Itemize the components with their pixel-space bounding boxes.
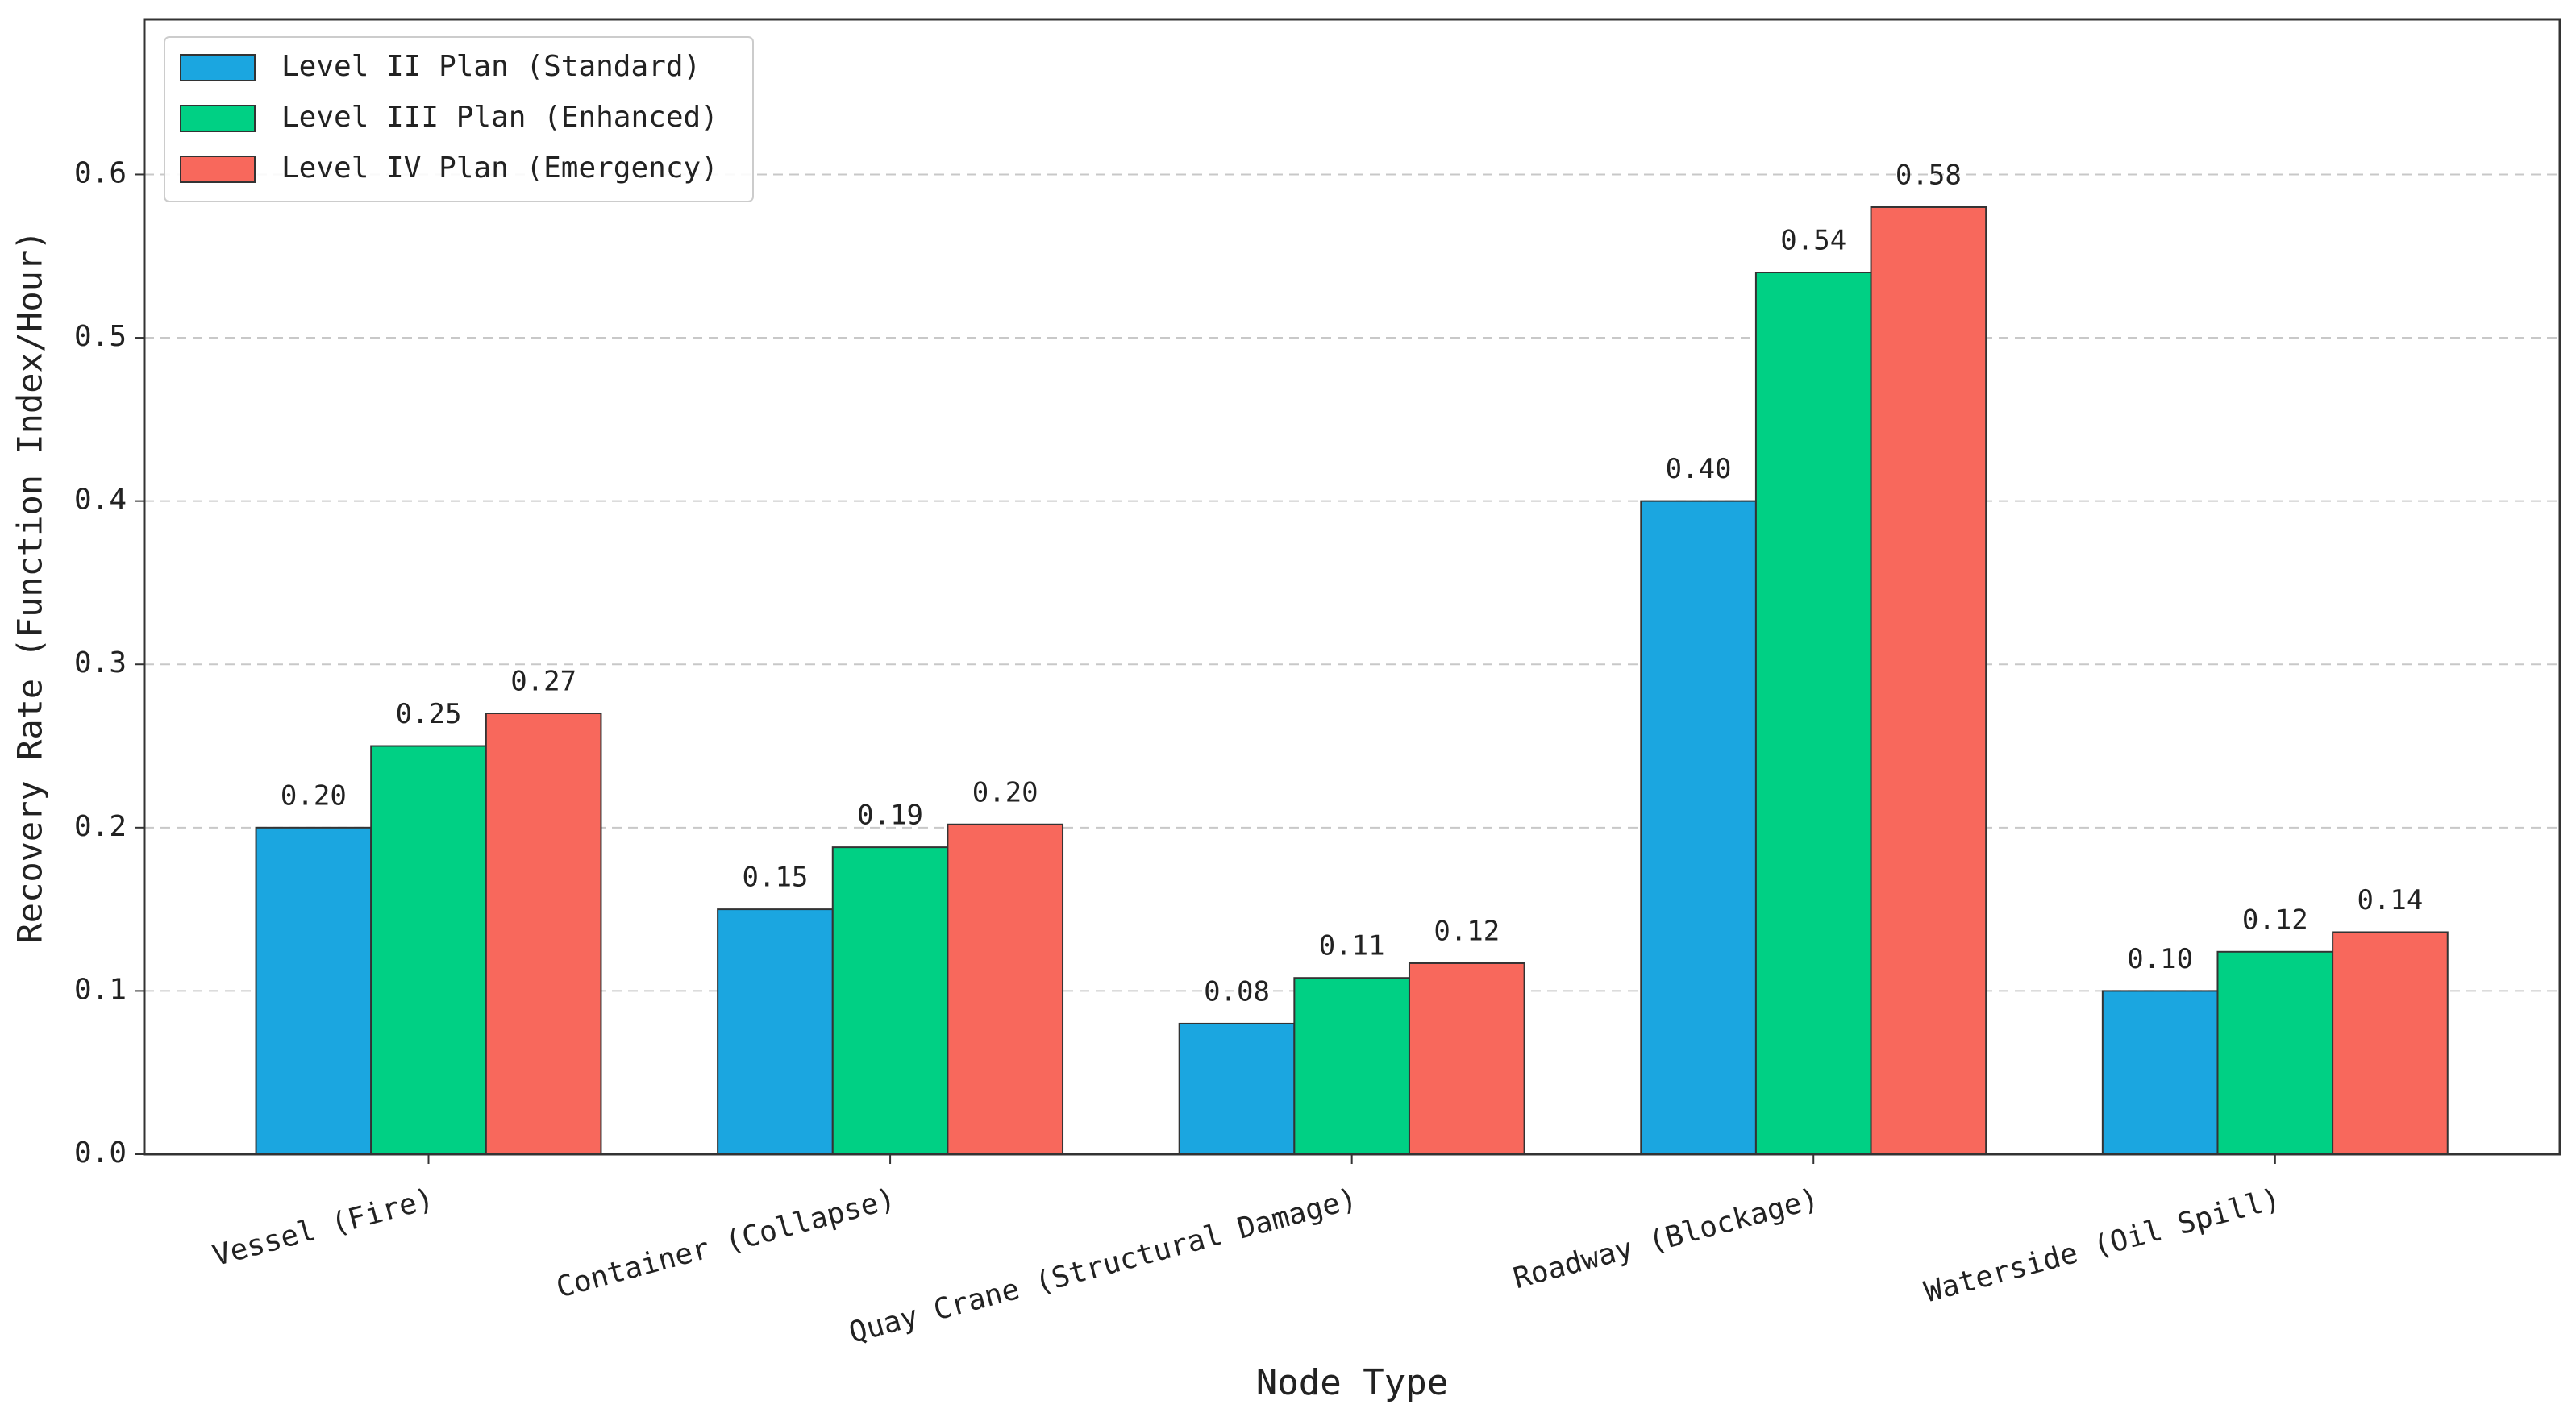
value-label: 0.12 [1434,915,1500,947]
bar [2101,990,2219,1155]
bar [2216,950,2334,1155]
x-axis-label: Node Type [1256,1362,1448,1403]
value-label: 0.20 [972,776,1038,808]
value-label: 0.27 [510,666,576,698]
value-label: 0.11 [1319,930,1385,962]
bar [1870,206,1987,1156]
legend-swatch [180,54,256,81]
x-tick-label: Quay Crane (Structural Damage) [846,1182,1361,1350]
bar [1408,962,1525,1155]
bar [485,713,602,1155]
x-tick-label: Vessel (Fire) [210,1182,438,1274]
y-tick-label: 0.2 [74,810,127,843]
y-tick-label: 0.6 [74,156,127,189]
bar [2332,931,2449,1155]
bar [1293,977,1410,1155]
plot-frame [143,18,2561,1156]
y-tick-label: 0.4 [74,484,127,517]
y-axis-label: Recovery Rate (Function Index/Hour) [10,230,50,943]
legend-box [164,36,754,202]
legend: Level II Plan (Standard) Level III Plan (… [164,36,754,202]
bar [1640,500,1757,1155]
x-tick-label: Waterside (Oil Spill) [1921,1182,2283,1309]
legend-label: Level IV Plan (Emergency) [281,152,718,185]
y-tick-label: 0.0 [74,1137,127,1170]
bar [255,826,372,1156]
value-label: 0.19 [857,800,923,832]
value-label: 0.15 [743,862,809,894]
bar [370,745,487,1156]
bar [947,823,1064,1156]
value-label: 0.14 [2357,884,2423,916]
x-tick-label: Roadway (Blockage) [1510,1182,1822,1296]
x-tick-label: Container (Collapse) [553,1182,899,1305]
value-label: 0.08 [1204,975,1270,1008]
bar [1754,272,1872,1155]
legend-swatch [180,105,256,132]
legend-swatch [180,156,256,183]
value-label: 0.40 [1666,453,1732,485]
y-tick-label: 0.3 [74,646,127,679]
legend-label: Level III Plan (Enhanced) [281,101,718,134]
bar [831,846,949,1156]
value-label: 0.58 [1896,159,1962,191]
value-label: 0.54 [1780,225,1846,257]
value-label: 0.20 [281,779,347,812]
bar [717,908,834,1155]
y-tick-label: 0.1 [74,973,127,1006]
value-label: 0.12 [2242,904,2308,936]
value-label: 0.25 [396,698,462,730]
value-label: 0.10 [2127,943,2193,975]
y-tick-label: 0.5 [74,320,127,353]
legend-label: Level II Plan (Standard) [281,50,701,83]
bar [1178,1022,1296,1156]
